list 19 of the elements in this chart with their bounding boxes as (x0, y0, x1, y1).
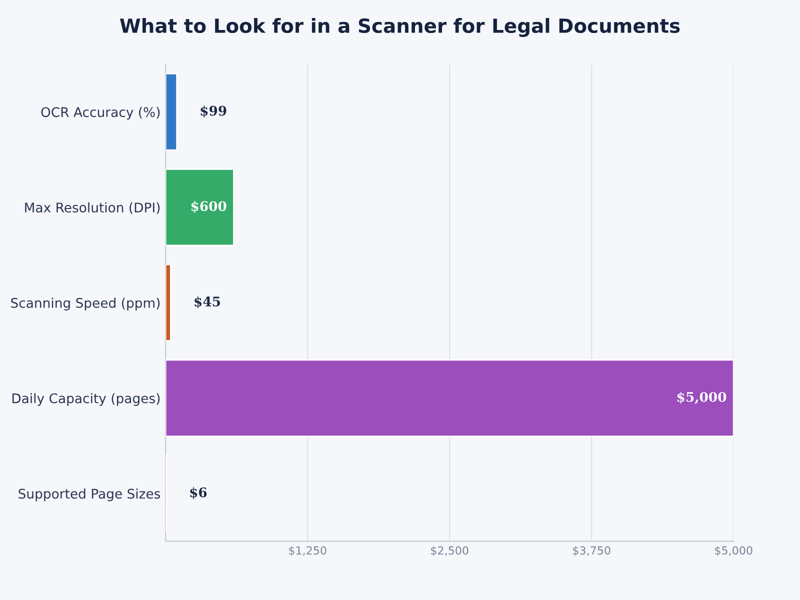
data-label: $600 (191, 200, 226, 213)
x-tick-label: $5,000 (715, 546, 752, 556)
y-tick-label: Supported Page Sizes (18, 488, 160, 502)
x-tick-label: $1,250 (289, 546, 326, 556)
y-tick-label: Scanning Speed (ppm) (11, 298, 160, 310)
data-label: $5,000 (677, 392, 726, 404)
bar (166, 359, 734, 437)
data-label: $45 (194, 296, 220, 308)
data-label: $99 (200, 105, 226, 118)
y-tick-label: Max Resolution (DPI) (25, 202, 160, 214)
x-tick-label: $3,750 (573, 546, 610, 556)
bar (166, 168, 234, 246)
x-tick-label: $2,500 (431, 546, 468, 556)
bar (166, 264, 172, 342)
chart-title: What to Look for in a Scanner for Legal Documents (120, 18, 680, 37)
y-tick-label: OCR Accuracy (%) (41, 106, 160, 120)
y-tick-label: Daily Capacity (pages) (12, 393, 160, 406)
bar (166, 73, 178, 151)
data-label: $6 (190, 487, 207, 500)
